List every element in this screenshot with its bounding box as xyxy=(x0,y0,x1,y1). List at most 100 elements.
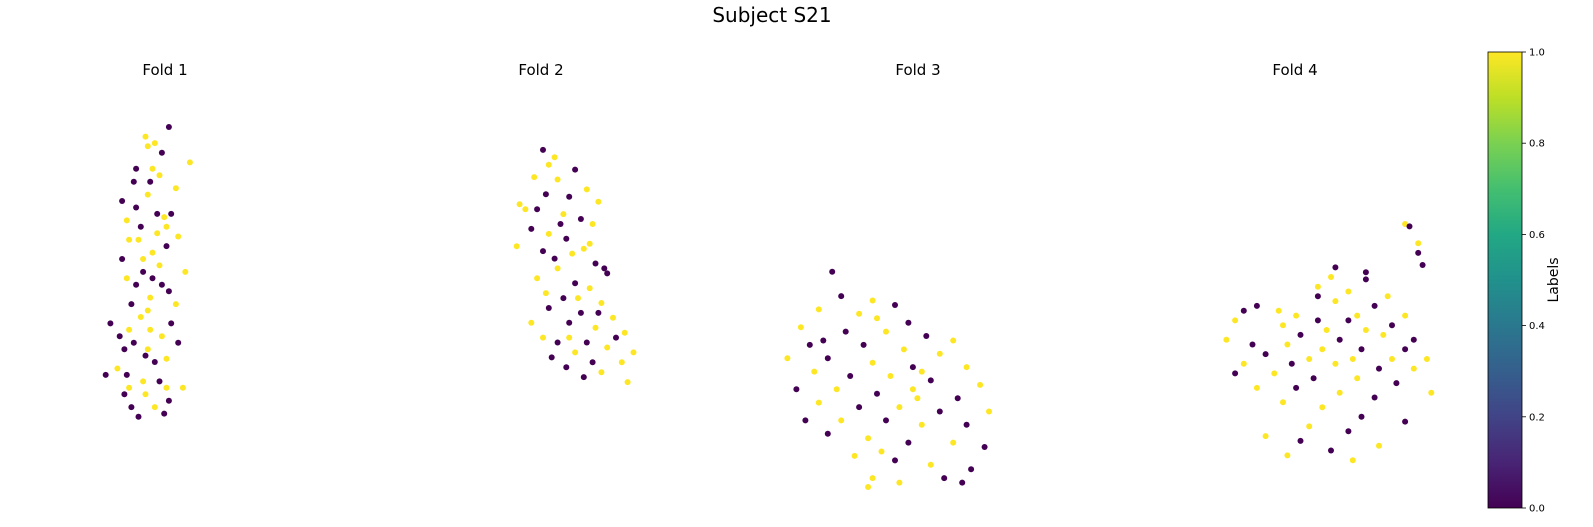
scatter-point-fold-1-24 xyxy=(165,288,172,295)
scatter-point-fold-4-49 xyxy=(1271,370,1278,377)
scatter-point-fold-2-20 xyxy=(540,248,546,255)
scatter-point-fold-2-48 xyxy=(580,374,587,381)
scatter-point-fold-3-19 xyxy=(869,359,876,366)
scatter-point-fold-3-15 xyxy=(900,346,907,353)
scatter-point-fold-4-46 xyxy=(1376,365,1382,372)
scatter-point-fold-4-39 xyxy=(1306,356,1313,362)
scatter-point-fold-2-40 xyxy=(604,344,611,351)
panel-title-fold-3: Fold 3 xyxy=(895,61,940,79)
scatter-point-fold-1-46 xyxy=(128,404,135,411)
scatter-point-fold-4-27 xyxy=(1362,327,1369,333)
scatter-point-fold-4-32 xyxy=(1410,336,1417,343)
scatter-point-fold-4-25 xyxy=(1280,322,1286,329)
scatter-point-fold-1-39 xyxy=(123,371,130,378)
scatter-point-fold-1-10 xyxy=(133,204,140,211)
scatter-point-fold-2-26 xyxy=(572,280,579,287)
scatter-point-fold-3-41 xyxy=(963,421,970,428)
scatter-point-fold-3-44 xyxy=(905,439,912,446)
scatter-point-fold-1-35 xyxy=(163,355,170,362)
scatter-point-fold-4-1 xyxy=(1406,223,1413,230)
scatter-point-fold-3-4 xyxy=(815,306,822,313)
scatter-point-fold-2-24 xyxy=(604,270,611,277)
scatter-point-fold-4-28 xyxy=(1297,331,1304,338)
scatter-point-fold-3-27 xyxy=(793,386,800,393)
scatter-point-fold-4-45 xyxy=(1332,360,1339,367)
scatter-point-fold-3-46 xyxy=(981,444,988,450)
scatter-point-fold-1-44 xyxy=(142,391,149,398)
scatter-point-fold-1-43 xyxy=(121,391,128,398)
scatter-point-fold-4-18 xyxy=(1293,312,1300,319)
scatter-point-fold-3-13 xyxy=(806,341,813,348)
colorbar-tick-label: 0.4 xyxy=(1529,321,1545,332)
scatter-point-fold-2-46 xyxy=(563,364,570,371)
scatter-point-fold-1-27 xyxy=(144,307,151,314)
scatter-point-fold-1-53 xyxy=(172,185,179,192)
scatter-point-fold-2-57 xyxy=(595,309,602,316)
scatter-point-fold-4-64 xyxy=(1297,437,1304,444)
scatter-point-fold-1-63 xyxy=(168,320,175,327)
scatter-point-fold-3-32 xyxy=(815,399,822,406)
scatter-point-fold-2-17 xyxy=(563,235,570,242)
scatter-point-fold-3-26 xyxy=(977,381,984,388)
scatter-point-fold-3-28 xyxy=(833,386,840,393)
scatter-point-fold-3-1 xyxy=(838,293,845,300)
scatter-point-fold-2-35 xyxy=(592,324,599,331)
scatter-point-fold-3-25 xyxy=(927,377,934,384)
scatter-point-fold-4-48 xyxy=(1232,370,1239,377)
scatter-point-fold-2-43 xyxy=(548,354,555,361)
figure-title: Subject S21 xyxy=(712,3,831,27)
scatter-point-fold-1-50 xyxy=(133,165,140,172)
scatter-point-fold-1-55 xyxy=(163,223,170,230)
scatter-point-fold-4-40 xyxy=(1349,356,1356,362)
scatter-point-fold-1-26 xyxy=(128,301,135,308)
scatter-point-fold-2-53 xyxy=(580,245,587,252)
scatter-point-fold-4-54 xyxy=(1293,384,1300,391)
scatter-point-fold-2-58 xyxy=(566,334,573,341)
scatter-point-fold-3-22 xyxy=(811,368,818,375)
scatter-point-fold-4-3 xyxy=(1415,249,1422,256)
scatter-point-fold-3-50 xyxy=(968,466,975,473)
scatter-point-fold-4-50 xyxy=(1310,375,1317,382)
scatter-point-fold-1-13 xyxy=(137,223,144,230)
scatter-points xyxy=(102,124,1435,490)
scatter-point-fold-2-21 xyxy=(569,250,576,257)
scatter-point-fold-1-2 xyxy=(151,140,158,147)
scatter-point-fold-3-43 xyxy=(865,435,872,442)
scatter-point-fold-1-42 xyxy=(179,384,186,391)
scatter-point-fold-2-28 xyxy=(560,295,567,302)
scatter-point-fold-2-7 xyxy=(542,191,549,198)
scatter-point-fold-4-29 xyxy=(1380,331,1387,338)
scatter-point-fold-4-31 xyxy=(1336,336,1343,343)
scatter-point-fold-1-51 xyxy=(149,165,156,172)
scatter-point-fold-2-15 xyxy=(528,225,535,232)
scatter-point-fold-3-18 xyxy=(824,355,831,362)
scatter-point-fold-2-32 xyxy=(610,314,616,321)
scatter-point-fold-3-2 xyxy=(869,297,876,304)
scatter-point-fold-3-10 xyxy=(883,328,889,335)
scatter-point-fold-1-15 xyxy=(175,233,182,240)
scatter-point-fold-3-3 xyxy=(892,302,898,308)
panel-title-fold-1: Fold 1 xyxy=(142,61,187,79)
scatter-point-fold-2-13 xyxy=(577,216,584,222)
scatter-point-fold-1-7 xyxy=(147,178,154,185)
scatter-point-fold-4-56 xyxy=(1371,394,1378,401)
scatter-point-fold-2-41 xyxy=(572,349,579,356)
scatter-point-fold-2-25 xyxy=(534,275,541,282)
colorbar-gradient xyxy=(1487,51,1523,509)
scatter-point-fold-3-40 xyxy=(918,421,925,428)
scatter-point-fold-2-18 xyxy=(586,240,593,247)
scatter-point-fold-1-11 xyxy=(168,210,175,217)
scatter-point-fold-1-5 xyxy=(186,159,193,166)
scatter-point-fold-1-34 xyxy=(142,352,149,359)
scatter-point-fold-1-30 xyxy=(126,326,133,333)
scatter-point-fold-4-41 xyxy=(1389,356,1395,362)
scatter-point-fold-2-34 xyxy=(566,319,573,326)
scatter-point-fold-4-34 xyxy=(1284,341,1291,348)
scatter-point-fold-4-26 xyxy=(1323,327,1330,333)
scatter-point-fold-1-4 xyxy=(158,149,165,156)
scatter-point-fold-1-0 xyxy=(165,124,172,130)
scatter-point-fold-1-41 xyxy=(156,378,163,385)
scatter-point-fold-1-60 xyxy=(130,339,137,346)
scatter-point-fold-4-2 xyxy=(1415,240,1422,247)
scatter-point-fold-4-47 xyxy=(1410,365,1417,372)
